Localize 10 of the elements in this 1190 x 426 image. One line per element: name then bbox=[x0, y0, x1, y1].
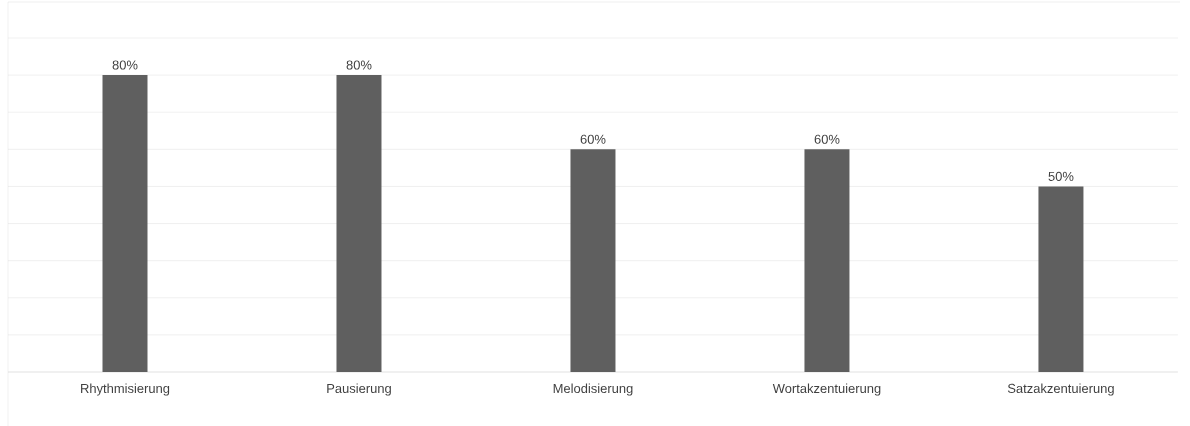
x-tick-label: Melodisierung bbox=[553, 383, 633, 396]
data-label: 50% bbox=[1048, 171, 1074, 181]
x-tick-label: Satzakzentuierung bbox=[1007, 383, 1114, 396]
x-tick-label: Wortakzentuierung bbox=[772, 383, 881, 396]
x-tick-label: Rhythmisierung bbox=[81, 383, 170, 396]
data-label: 80% bbox=[346, 60, 372, 70]
data-label: 60% bbox=[814, 134, 840, 144]
data-label: 60% bbox=[580, 134, 606, 144]
x-tick-label: Pausierung bbox=[327, 383, 391, 396]
data-label: 80% bbox=[112, 60, 138, 70]
